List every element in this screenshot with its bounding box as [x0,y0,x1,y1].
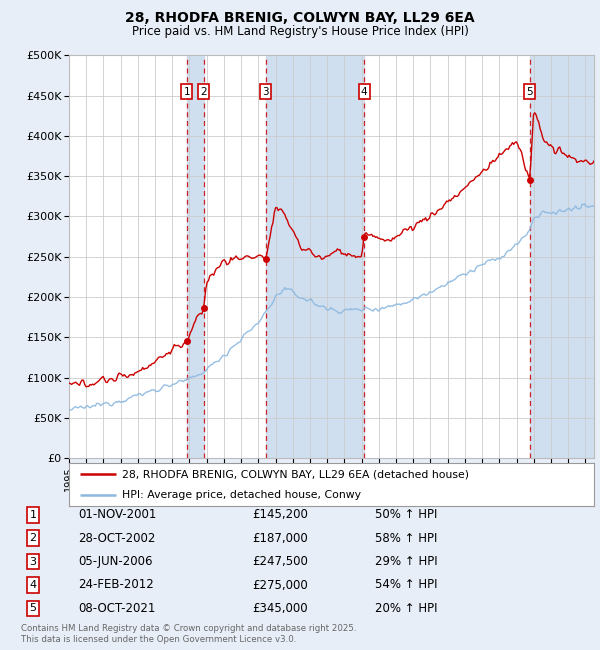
Text: 4: 4 [361,86,368,96]
Text: £275,000: £275,000 [252,578,308,592]
Text: Contains HM Land Registry data © Crown copyright and database right 2025.: Contains HM Land Registry data © Crown c… [21,624,356,633]
Text: 20% ↑ HPI: 20% ↑ HPI [375,602,437,615]
Bar [530,55,594,458]
Text: £187,000: £187,000 [252,532,308,545]
Text: 2: 2 [29,533,37,543]
Text: 4: 4 [29,580,37,590]
Text: Price paid vs. HM Land Registry's House Price Index (HPI): Price paid vs. HM Land Registry's House … [131,25,469,38]
Text: 01-NOV-2001: 01-NOV-2001 [78,508,157,521]
Text: 28-OCT-2002: 28-OCT-2002 [78,532,155,545]
Text: £145,200: £145,200 [252,508,308,521]
Text: £345,000: £345,000 [252,602,308,615]
Text: 28, RHODFA BRENIG, COLWYN BAY, LL29 6EA: 28, RHODFA BRENIG, COLWYN BAY, LL29 6EA [125,11,475,25]
Text: 58% ↑ HPI: 58% ↑ HPI [375,532,437,545]
Text: 29% ↑ HPI: 29% ↑ HPI [375,555,437,568]
Text: 3: 3 [262,86,269,96]
Text: This data is licensed under the Open Government Licence v3.0.: This data is licensed under the Open Gov… [21,634,296,644]
Text: 1: 1 [184,86,190,96]
Bar [187,55,203,458]
Text: HPI: Average price, detached house, Conwy: HPI: Average price, detached house, Conw… [121,490,361,500]
Bar [266,55,364,458]
Text: 3: 3 [29,556,37,567]
Text: £247,500: £247,500 [252,555,308,568]
Text: 28, RHODFA BRENIG, COLWYN BAY, LL29 6EA (detached house): 28, RHODFA BRENIG, COLWYN BAY, LL29 6EA … [121,469,469,479]
Text: 5: 5 [526,86,533,96]
Text: 5: 5 [29,603,37,614]
Text: 2: 2 [200,86,207,96]
Text: 24-FEB-2012: 24-FEB-2012 [78,578,154,592]
Text: 50% ↑ HPI: 50% ↑ HPI [375,508,437,521]
Text: 1: 1 [29,510,37,520]
Text: 08-OCT-2021: 08-OCT-2021 [78,602,155,615]
Text: 54% ↑ HPI: 54% ↑ HPI [375,578,437,592]
Text: 05-JUN-2006: 05-JUN-2006 [78,555,152,568]
